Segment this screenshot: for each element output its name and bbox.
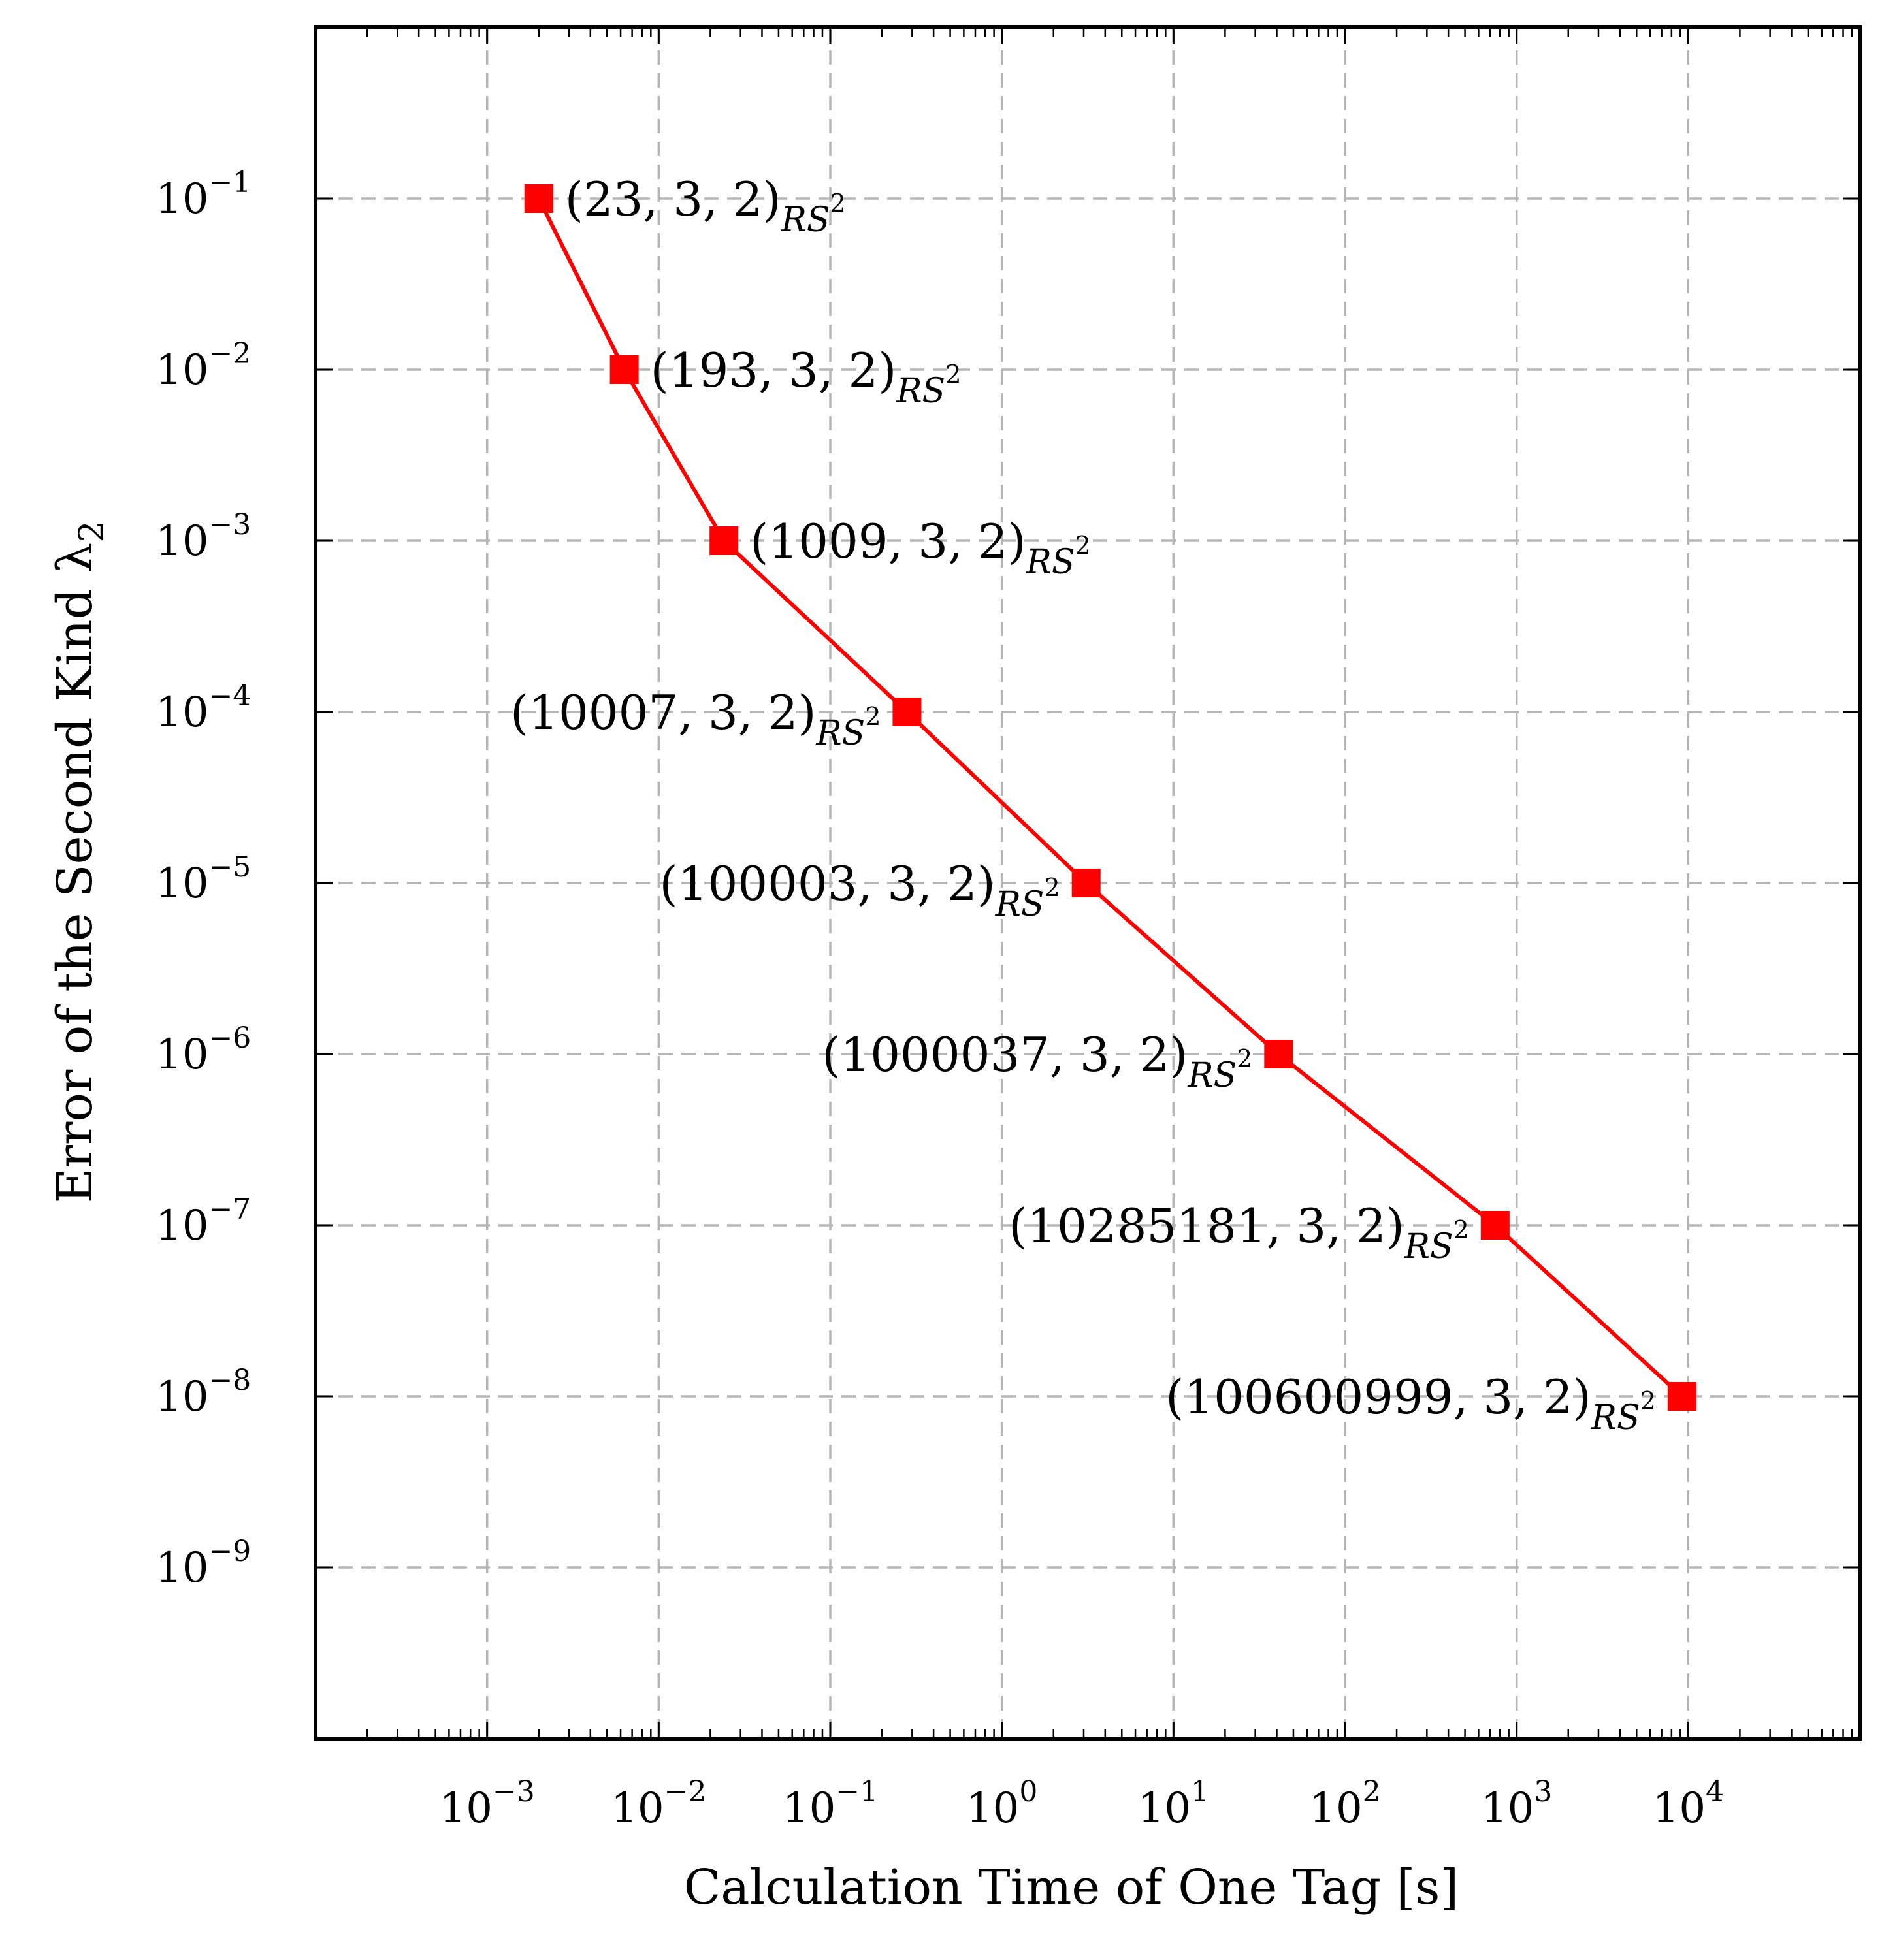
data-label: (10285181, 3, 2)RS2 — [1009, 1198, 1469, 1266]
grid-layer — [316, 27, 1860, 1739]
series-layer — [524, 184, 1696, 1411]
y-tick-label: 10−8 — [155, 1364, 251, 1421]
x-tick-label: 100 — [966, 1775, 1037, 1833]
x-tick-label: 102 — [1309, 1775, 1380, 1833]
data-point — [892, 698, 922, 726]
x-axis-title: Calculation Time of One Tag [s] — [684, 1859, 1459, 1916]
y-axis-title: Error of the Second Kind λ2 — [47, 521, 112, 1204]
y-tick-label: 10−2 — [155, 337, 251, 394]
y-tick-label: 10−1 — [155, 166, 251, 223]
x-tick-label: 10−1 — [783, 1775, 878, 1833]
y-tick-label: 10−5 — [155, 850, 251, 908]
y-tick-label: 10−7 — [155, 1193, 251, 1250]
data-label: (100600999, 3, 2)RS2 — [1165, 1370, 1656, 1438]
x-tick-label: 10−3 — [440, 1775, 535, 1833]
data-label: (1000037, 3, 2)RS2 — [822, 1027, 1252, 1095]
plot-frame — [314, 25, 1862, 1741]
data-point — [1667, 1382, 1696, 1411]
label-layer: (23, 3, 2)RS2 (193, 3, 2)RS2 (1009, 3, 2)R… — [510, 172, 1656, 1438]
data-label: (23, 3, 2)RS2 — [565, 172, 846, 240]
y-tick-label: 10−6 — [155, 1021, 251, 1079]
x-tick-label: 104 — [1653, 1775, 1724, 1833]
y-tick-label: 10−9 — [155, 1535, 251, 1592]
data-point — [524, 184, 553, 213]
data-point — [1071, 869, 1101, 897]
y-tick-label: 10−3 — [155, 508, 251, 566]
series-line — [537, 197, 1683, 1398]
data-point — [1480, 1211, 1510, 1240]
data-label: (10007, 3, 2)RS2 — [510, 685, 881, 753]
data-label: (193, 3, 2)RS2 — [651, 343, 962, 411]
x-tick-label: 103 — [1481, 1775, 1552, 1833]
data-point — [609, 355, 639, 384]
data-label: (100003, 3, 2)RS2 — [660, 856, 1060, 924]
data-point — [709, 526, 739, 555]
y-tick-label: 10−4 — [155, 679, 251, 737]
y-axis-title-group: Error of the Second Kind λ2 — [47, 521, 112, 1204]
x-tick-label: 101 — [1138, 1775, 1209, 1833]
data-point — [1264, 1040, 1293, 1068]
data-label: (1009, 3, 2)RS2 — [750, 514, 1091, 582]
x-tick-label: 10−2 — [611, 1775, 706, 1833]
axis-layer: 10−3 10−2 10−1 100 101 102 103 104 10−1 10−2 10−3 1… — [155, 25, 1862, 1833]
